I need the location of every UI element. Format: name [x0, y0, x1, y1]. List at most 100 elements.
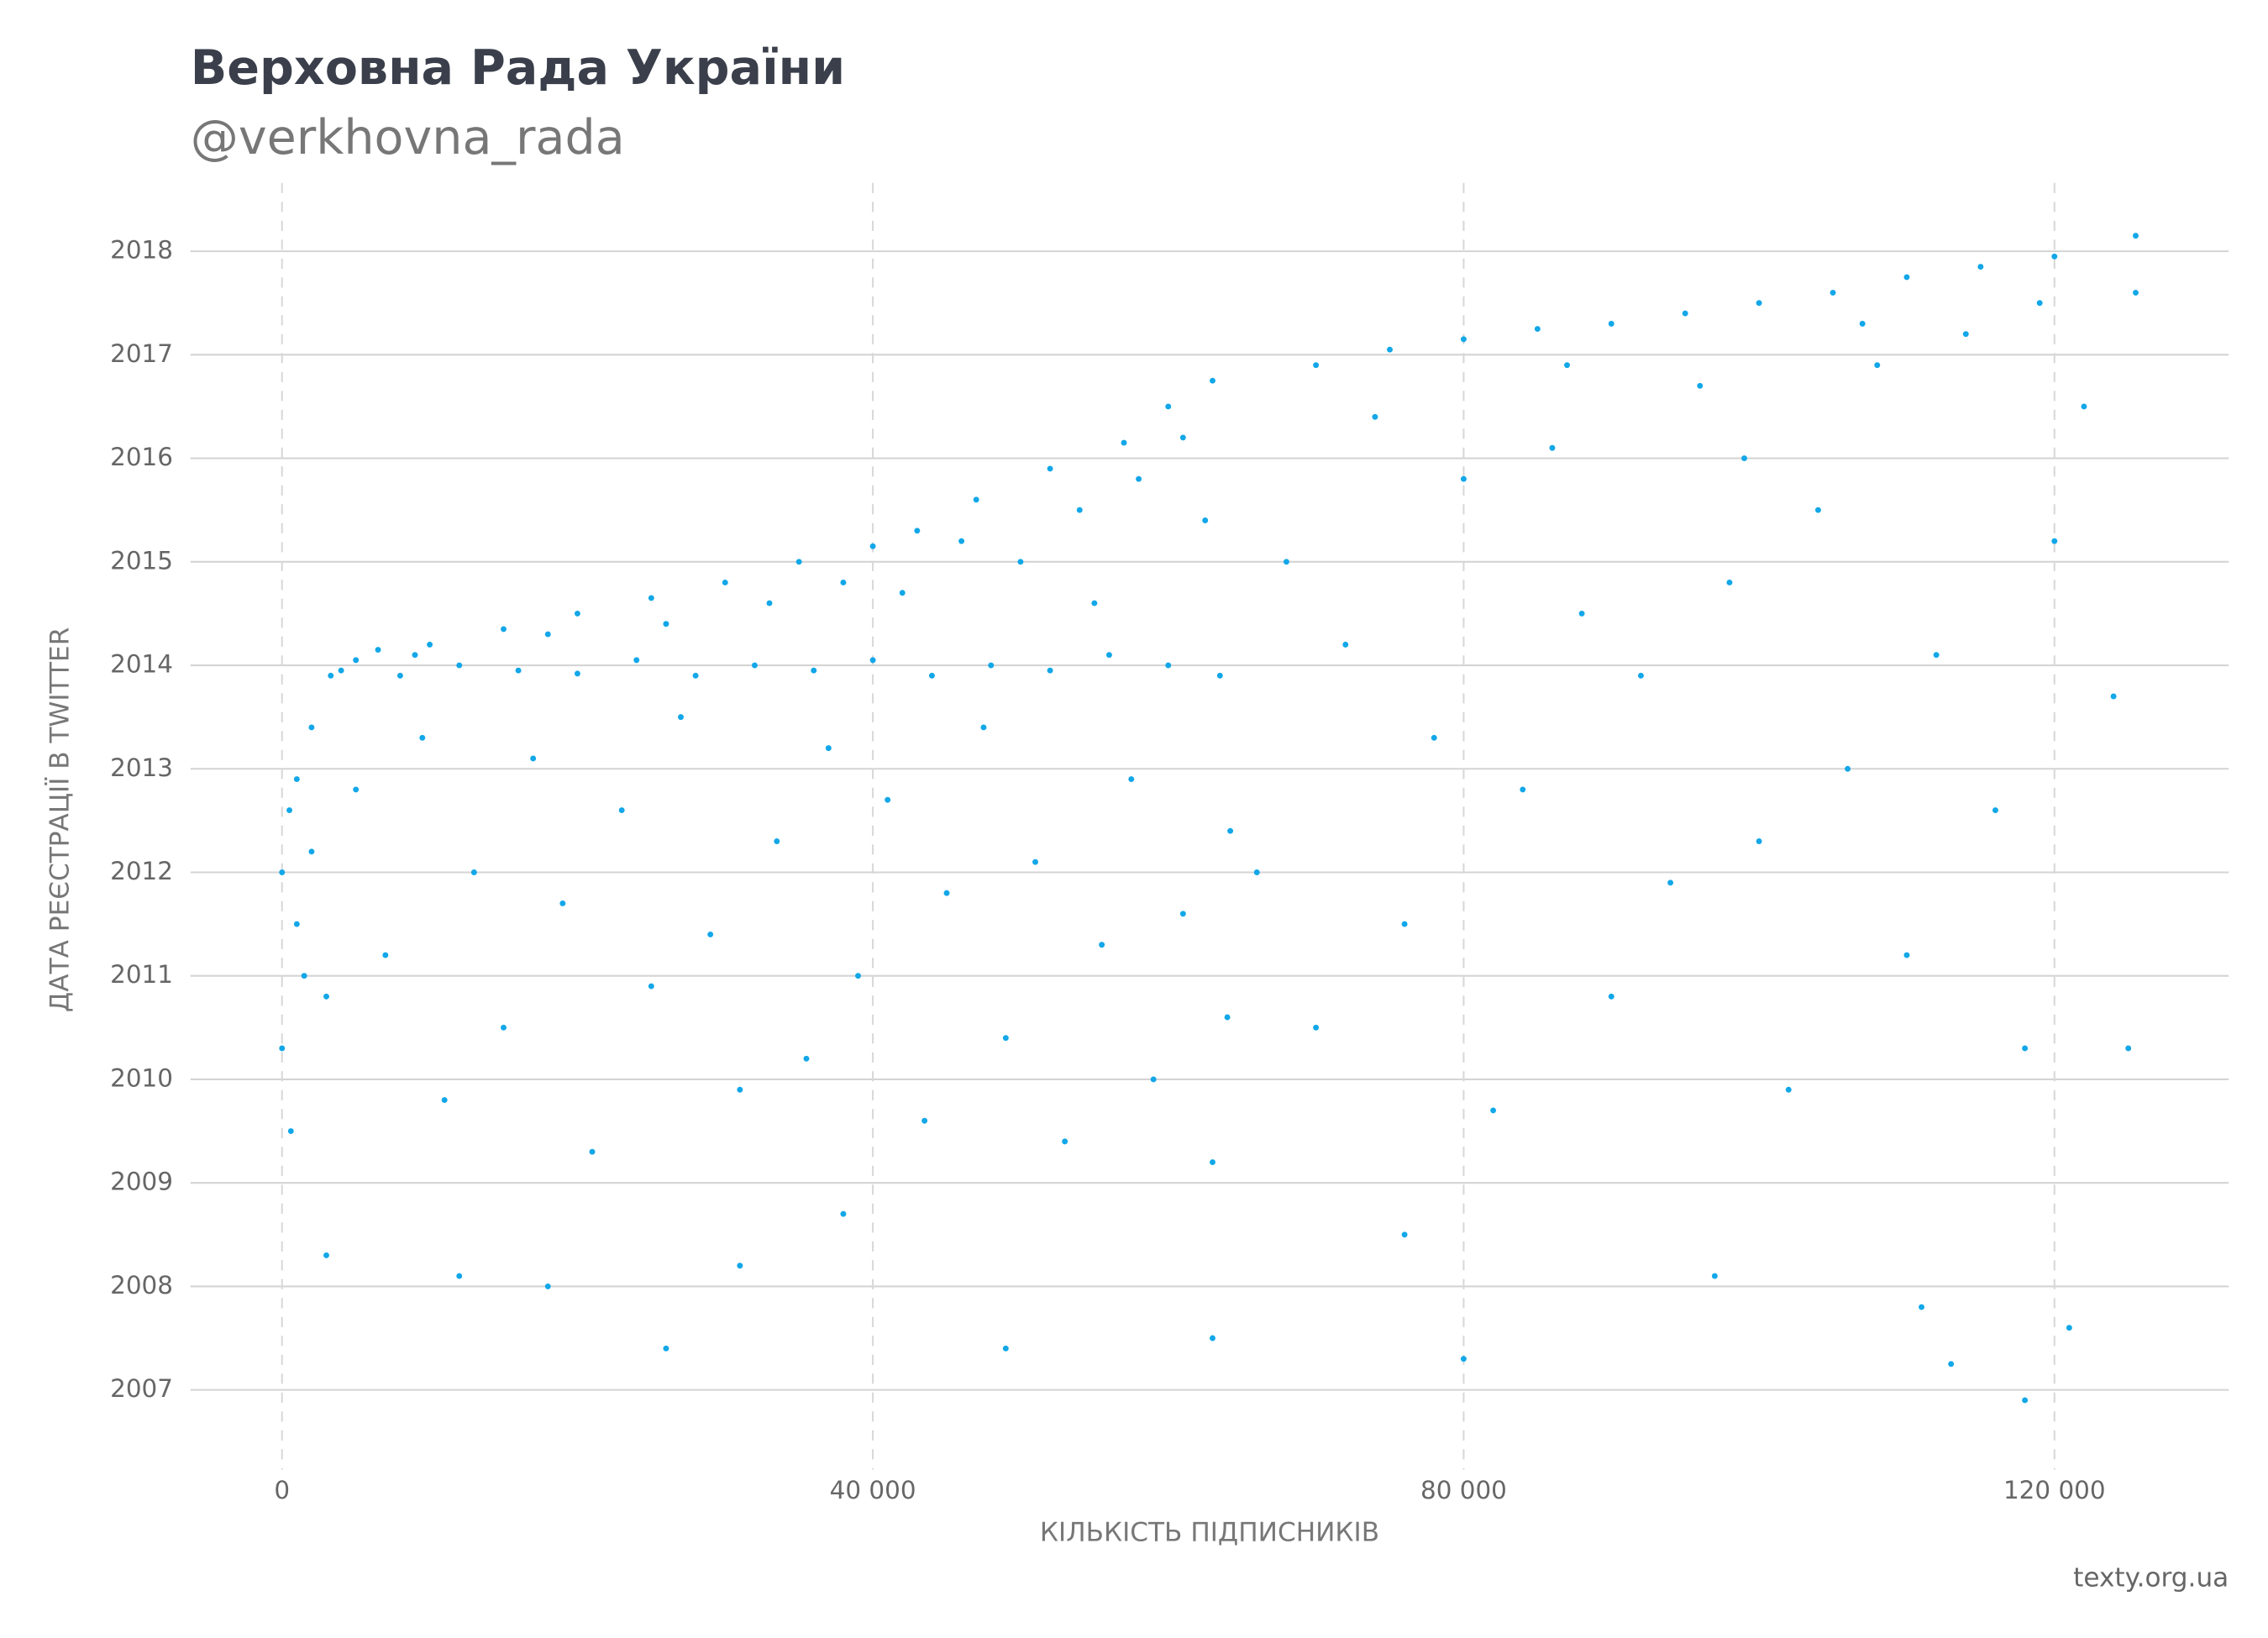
point [1313, 1024, 1320, 1031]
point [1490, 1107, 1497, 1114]
point [308, 848, 315, 855]
point [1062, 1138, 1068, 1145]
point [2051, 538, 2058, 544]
y-axis-label: ДАТА РЕЄСТРАЦІЇ В TWITTER [44, 627, 76, 1012]
y-tick-label: 2010 [110, 1063, 173, 1092]
point [633, 657, 640, 664]
point [1903, 952, 1910, 958]
point [501, 1024, 507, 1031]
point [456, 1273, 463, 1279]
point [2022, 1397, 2029, 1404]
point [574, 610, 580, 617]
point [427, 641, 433, 648]
point [958, 538, 965, 544]
point [1224, 1014, 1231, 1021]
point [1283, 559, 1289, 565]
point [921, 1117, 928, 1124]
point [382, 952, 389, 958]
point [328, 672, 334, 679]
point [1933, 652, 1940, 659]
point [869, 543, 876, 549]
point [1002, 1345, 1009, 1352]
point [678, 714, 684, 721]
point [1460, 475, 1467, 482]
y-tick-label: 2015 [110, 546, 173, 575]
point [1711, 1273, 1718, 1279]
point [375, 647, 381, 654]
point [501, 626, 507, 633]
point [1431, 734, 1437, 741]
point [811, 667, 817, 674]
point [1948, 1361, 1955, 1368]
point [2110, 693, 2117, 700]
point [419, 734, 426, 741]
point [279, 1045, 286, 1052]
point [530, 755, 537, 762]
point [1165, 662, 1172, 669]
point [1460, 336, 1467, 343]
point [1401, 1231, 1408, 1238]
point [914, 528, 921, 534]
point [1874, 362, 1881, 369]
point [618, 807, 625, 814]
point [338, 667, 344, 674]
point [1253, 869, 1260, 875]
y-tick-label: 2018 [110, 236, 173, 265]
point [2133, 289, 2139, 296]
point [1564, 362, 1570, 369]
point [574, 670, 580, 677]
point [1017, 559, 1024, 565]
point [692, 672, 699, 679]
point [943, 890, 950, 896]
point [737, 1086, 743, 1093]
point [1977, 264, 1984, 270]
point [973, 496, 979, 503]
point [2036, 300, 2043, 307]
point [1919, 1304, 1924, 1310]
point [1047, 465, 1053, 472]
point [751, 662, 758, 669]
point [1859, 320, 1866, 327]
point [1099, 942, 1105, 948]
point [412, 652, 418, 659]
point [1608, 320, 1614, 327]
point [774, 838, 780, 844]
point [825, 745, 832, 752]
point [1830, 289, 1836, 296]
point [544, 631, 551, 638]
point [869, 657, 876, 664]
point [988, 662, 995, 669]
point [1697, 382, 1704, 389]
point [1210, 1335, 1215, 1341]
point [1121, 439, 1127, 446]
point [663, 1345, 669, 1352]
point [1785, 1086, 1792, 1093]
y-tick-label: 2008 [110, 1271, 173, 1299]
point [1520, 786, 1526, 793]
y-tick-label: 2013 [110, 753, 173, 782]
point [1179, 911, 1186, 917]
x-tick-label: 40 000 [830, 1476, 916, 1504]
point [766, 600, 773, 606]
point [456, 662, 463, 669]
point [1962, 331, 1969, 338]
x-axis-label: КІЛЬКІСТЬ ПІДПИСНИКІВ [1040, 1518, 1379, 1548]
point [2066, 1325, 2072, 1331]
point [1202, 517, 1209, 523]
point [1460, 1356, 1467, 1362]
point [1608, 993, 1614, 1000]
point [803, 1055, 810, 1062]
point [2081, 403, 2087, 410]
point [1105, 652, 1112, 659]
point [559, 900, 566, 906]
point [441, 1097, 448, 1104]
point [1210, 377, 1215, 384]
source: texty.org.ua [2073, 1562, 2229, 1593]
point [1741, 455, 1747, 462]
point [648, 595, 654, 601]
point [1578, 610, 1585, 617]
point [1401, 921, 1408, 927]
point [544, 1283, 551, 1289]
